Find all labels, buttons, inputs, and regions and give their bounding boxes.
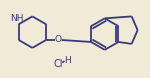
Text: NH: NH: [10, 14, 23, 23]
Text: H: H: [64, 56, 70, 65]
Text: Cl: Cl: [53, 59, 63, 69]
Text: O: O: [54, 35, 61, 44]
